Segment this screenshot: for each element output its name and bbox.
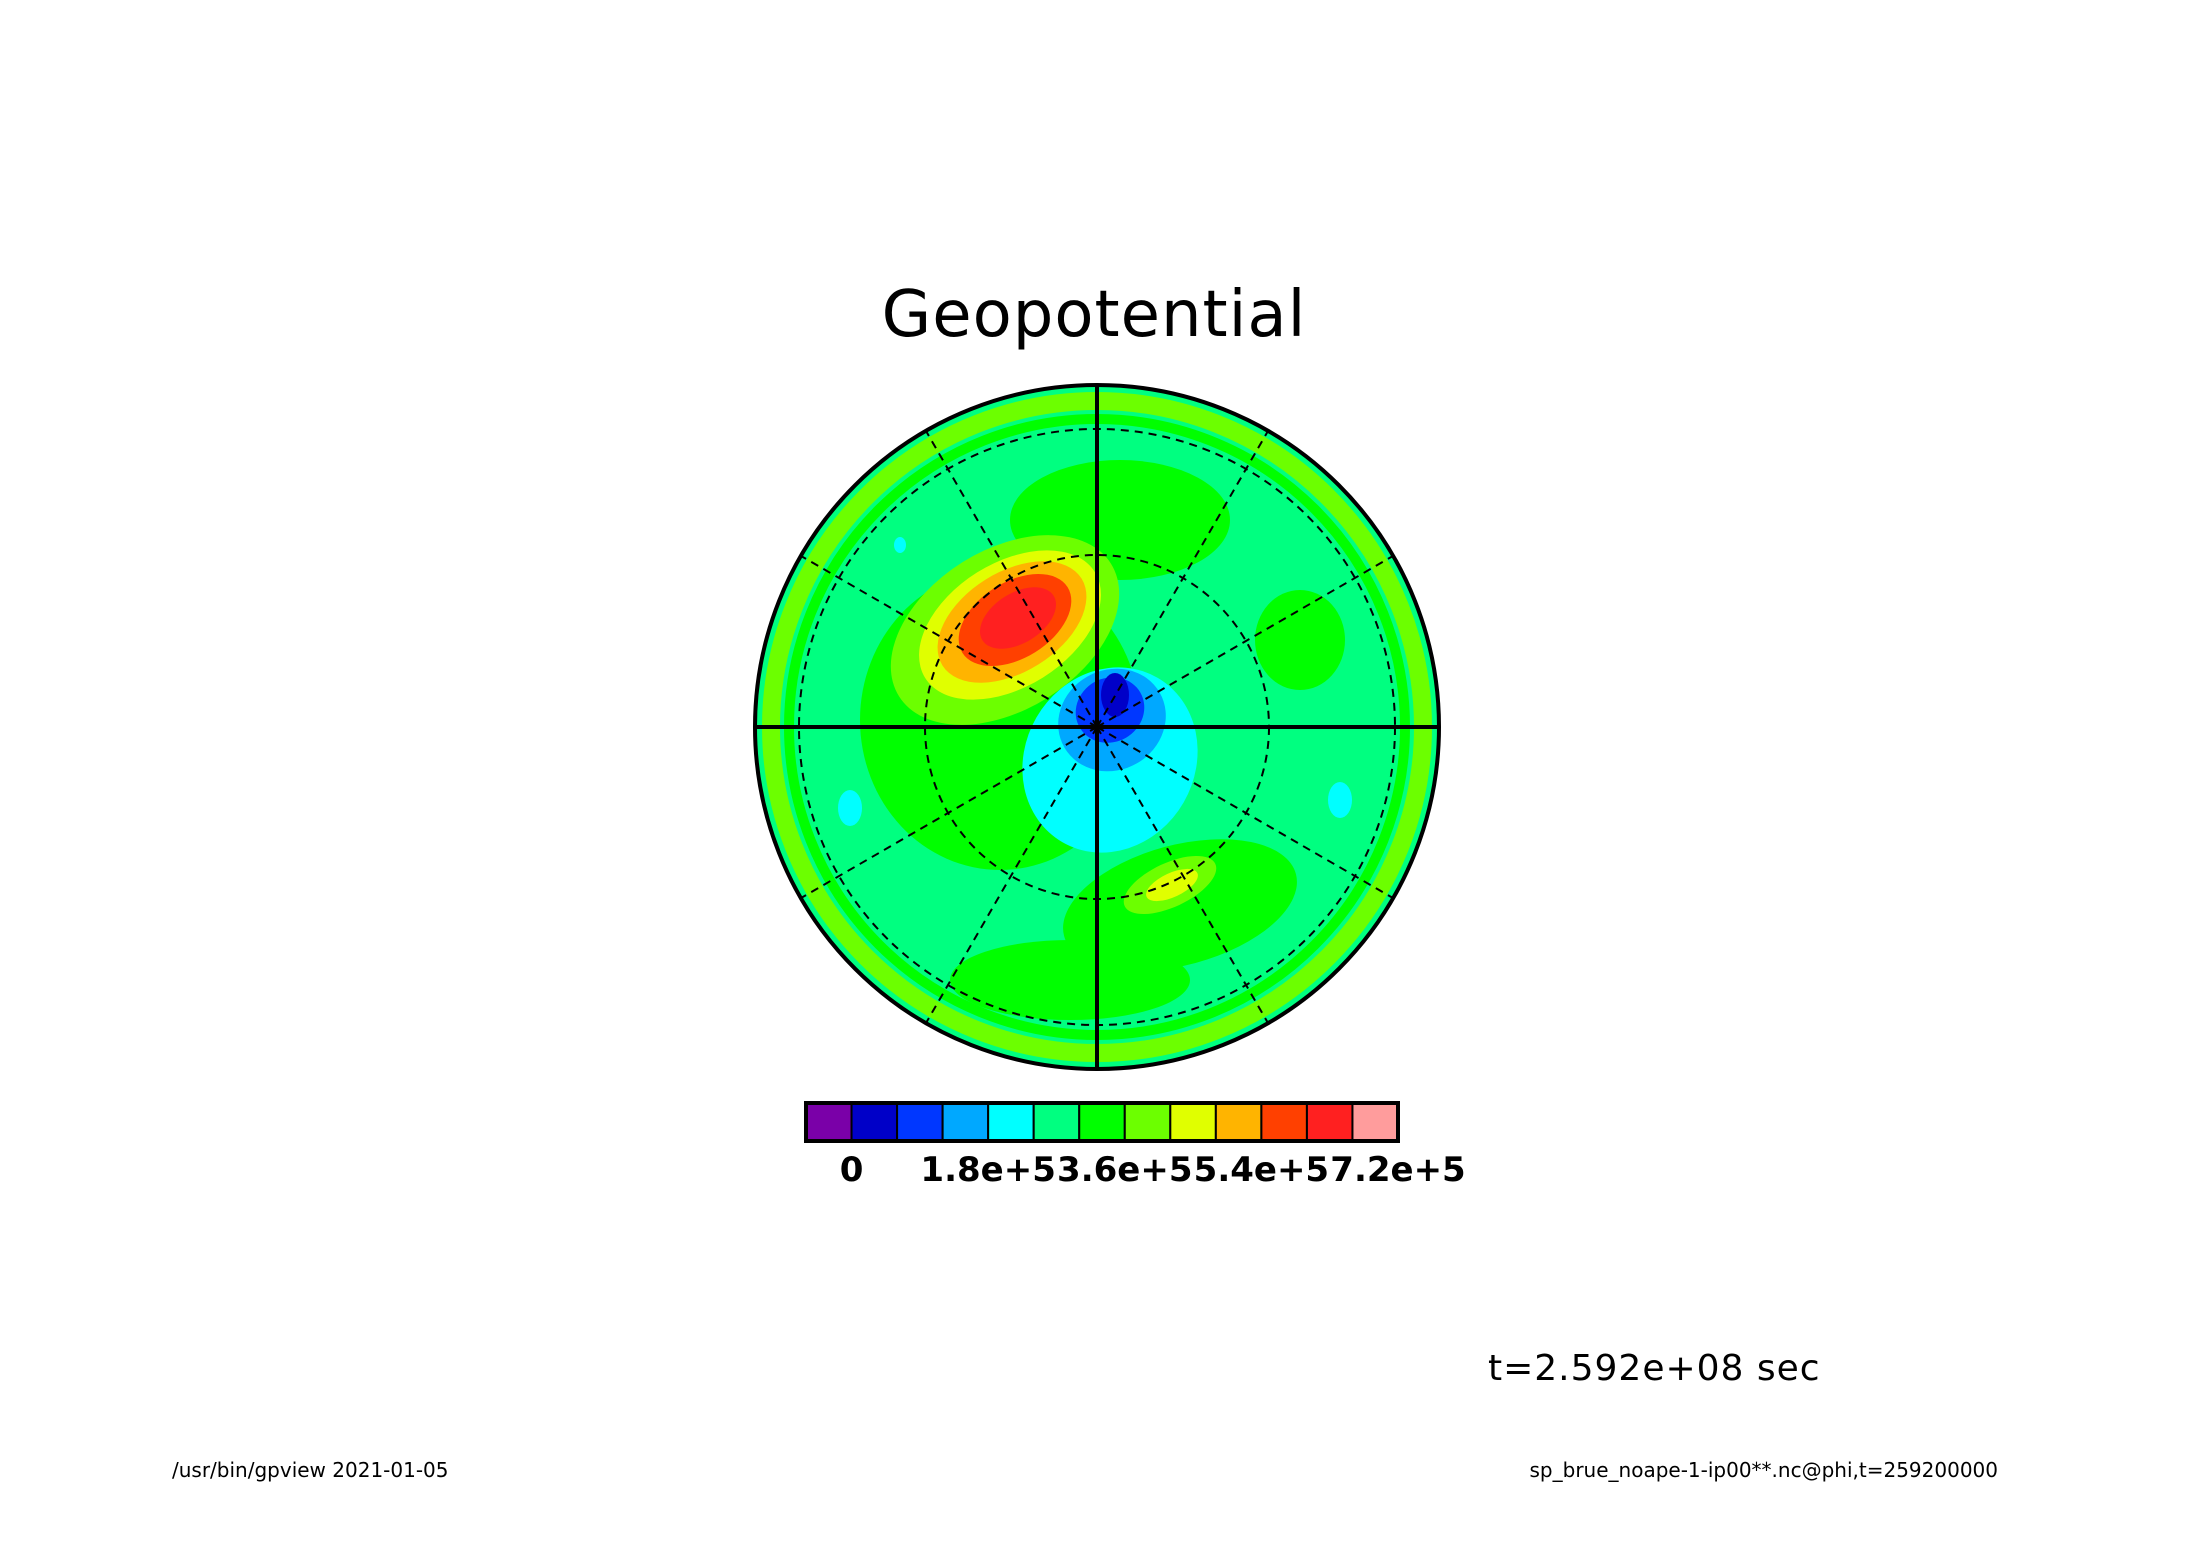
time-label: t=2.592e+08 sec — [1488, 1348, 1821, 1389]
colorbar — [804, 1101, 1400, 1143]
footer-right: sp_brue_noape-1-ip00**.nc@phi,t=25920000… — [1529, 1458, 1998, 1482]
cyan-spot-right — [1328, 782, 1352, 818]
colorbar-swatch — [1123, 1102, 1172, 1142]
cyan-spot-left — [838, 790, 862, 826]
cyan-spot-top — [894, 537, 906, 553]
colorbar-swatch — [805, 1102, 853, 1142]
colorbar-swatch — [1169, 1102, 1217, 1142]
colorbar-outline — [804, 1101, 1400, 1143]
colorbar-swatch — [1032, 1102, 1081, 1142]
disc-outline — [753, 383, 1441, 1071]
chart-title: Geopotential — [881, 278, 1307, 352]
colorbar-swatch — [941, 1102, 990, 1142]
colorbar-swatch — [850, 1102, 899, 1142]
colorbar-swatch — [1078, 1102, 1126, 1142]
secondary-high-2 — [1146, 868, 1198, 902]
colorbar-swatch — [1351, 1102, 1400, 1142]
colorbar-tick-label: 1.8e+5 — [920, 1150, 1056, 1190]
green-blob-bottom2 — [950, 940, 1190, 1020]
colorbar-swatch — [896, 1102, 944, 1142]
colorbar-tick-label: 7.2e+5 — [1330, 1150, 1466, 1190]
colorbar-swatch — [1305, 1102, 1354, 1142]
footer-left: /usr/bin/gpview 2021-01-05 — [172, 1458, 449, 1482]
colorbar-swatch — [987, 1102, 1035, 1142]
green-blob-right — [1255, 590, 1345, 690]
high-contour-5 — [979, 587, 1057, 649]
colorbar-swatch — [1260, 1102, 1308, 1142]
green-blob-bottom — [1063, 839, 1297, 971]
colorbar-tick-label: 3.6e+5 — [1057, 1150, 1193, 1190]
meridians — [800, 430, 1394, 1024]
colorbar-tick-label: 5.4e+5 — [1193, 1150, 1330, 1190]
colorbar-swatch — [1214, 1102, 1263, 1142]
colorbar-tick-label: 0 — [839, 1150, 864, 1190]
